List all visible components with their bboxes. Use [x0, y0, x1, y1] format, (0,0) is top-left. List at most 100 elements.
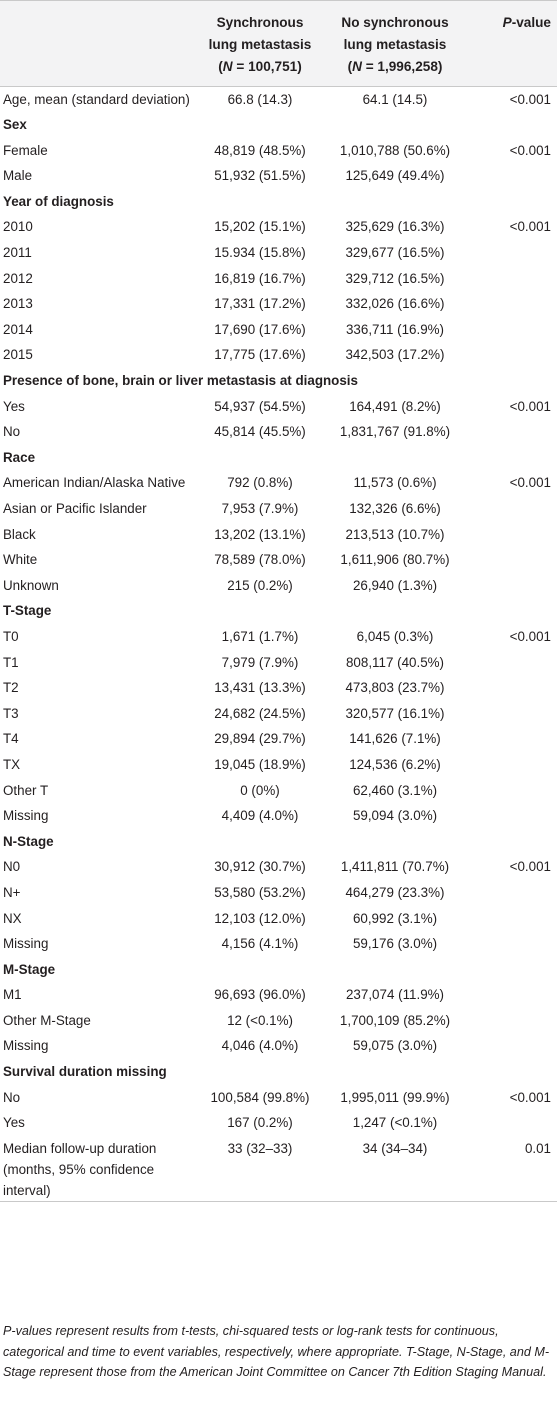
section-heading: Year of diagnosis	[3, 193, 114, 209]
cell-p-value	[466, 752, 557, 778]
row-label: 2012	[3, 270, 33, 286]
row-label: N0	[3, 859, 21, 875]
table-row: Missing 4,156 (4.1%) 59,176 (3.0%)	[0, 931, 557, 957]
cell-synchronous: 17,331 (17.2%)	[214, 296, 306, 312]
cell-no-synchronous: 124,536 (6.2%)	[349, 756, 441, 772]
cell-p-value	[466, 931, 557, 957]
row-label: Asian or Pacific Islander	[3, 501, 147, 516]
cell-p-value	[466, 675, 557, 701]
cell-no-synchronous: 1,247 (<0.1%)	[352, 1115, 438, 1131]
cell-synchronous: 4,409 (4.0%)	[221, 808, 299, 824]
table-row: N0 30,912 (30.7%) 1,411,811 (70.7%) <0.001	[0, 854, 557, 880]
table-row: Other T 0 (0%) 62,460 (3.1%)	[0, 778, 557, 804]
cell-no-synchronous: 808,117 (40.5%)	[345, 654, 445, 670]
cell-synchronous: 78,589 (78.0%)	[214, 552, 306, 568]
table-row: 2012 16,819 (16.7%) 329,712 (16.5%)	[0, 266, 557, 292]
section-heading: M-Stage	[3, 961, 56, 977]
header-synchronous-line2: lung metastasis	[208, 37, 312, 52]
table-footnote: P-values represent results from t-tests,…	[3, 1321, 555, 1383]
row-label: Missing	[3, 1038, 49, 1054]
cell-synchronous: 7,953 (7.9%)	[221, 501, 299, 516]
cell-no-synchronous: 320,577 (16.1%)	[345, 705, 445, 721]
header-no-synchronous-line1: No synchronous	[341, 15, 449, 30]
cell-synchronous: 215 (0.2%)	[227, 577, 293, 593]
table-row: Yes 167 (0.2%) 1,247 (<0.1%)	[0, 1110, 557, 1136]
cell-no-synchronous: 1,700,109 (85.2%)	[339, 1012, 451, 1028]
table-row: No 100,584 (99.8%) 1,995,011 (99.9%) <0.001	[0, 1085, 557, 1111]
table-body: Age, mean (standard deviation) 66.8 (14.3…	[0, 87, 557, 1202]
cell-synchronous: 100,584 (99.8%)	[210, 1089, 310, 1105]
cell-synchronous: 0 (0%)	[240, 782, 280, 798]
table-row: Female 48,819 (48.5%) 1,010,788 (50.6%) <0.…	[0, 138, 557, 164]
cell-synchronous: 51,932 (51.5%)	[214, 168, 306, 184]
section-row: M-Stage	[0, 957, 557, 983]
table-row: Male 51,932 (51.5%) 125,649 (49.4%)	[0, 163, 557, 189]
cell-p-value	[466, 496, 557, 522]
table-row: Age, mean (standard deviation) 66.8 (14.3…	[0, 87, 557, 113]
cell-synchronous: 54,937 (54.5%)	[214, 398, 306, 414]
cell-synchronous: 53,580 (53.2%)	[214, 884, 306, 900]
cell-synchronous: 792 (0.8%)	[227, 475, 293, 491]
row-label: 2010	[3, 219, 33, 235]
table-row: M1 96,693 (96.0%) 237,074 (11.9%)	[0, 982, 557, 1008]
table-row: Unknown 215 (0.2%) 26,940 (1.3%)	[0, 573, 557, 599]
row-label: N+	[3, 884, 21, 900]
cell-synchronous: 13,202 (13.1%)	[214, 526, 306, 542]
row-label: Missing	[3, 808, 49, 824]
section-row: Survival duration missing	[0, 1059, 557, 1085]
section-row: T-Stage	[0, 598, 557, 624]
row-label: No	[3, 1089, 21, 1105]
cell-synchronous: 16,819 (16.7%)	[214, 270, 306, 286]
cell-synchronous: 17,690 (17.6%)	[214, 321, 306, 337]
cell-no-synchronous: 213,513 (10.7%)	[345, 526, 445, 542]
cell-synchronous: 167 (0.2%)	[227, 1115, 293, 1131]
cell-p-value	[466, 906, 557, 932]
cell-synchronous: 45,814 (45.5%)	[214, 424, 306, 440]
table-row: 2014 17,690 (17.6%) 336,711 (16.9%)	[0, 317, 557, 343]
table-row: Other M-Stage 12 (<0.1%) 1,700,109 (85.2%)	[0, 1008, 557, 1034]
row-label: Yes	[3, 1115, 25, 1131]
header-synchronous-n-open: (	[218, 59, 223, 74]
cell-synchronous: 1,671 (1.7%)	[221, 628, 299, 644]
cell-p-value	[466, 778, 557, 804]
header-p-letter: P	[502, 15, 512, 30]
cell-p-value: 0.01	[524, 1140, 551, 1156]
cell-no-synchronous: 141,626 (7.1%)	[349, 731, 441, 747]
row-label: Male	[3, 168, 33, 184]
row-label: 2011	[3, 245, 32, 261]
row-label: Other T	[3, 782, 49, 798]
row-label: Black	[3, 526, 36, 542]
row-label: 2014	[3, 321, 33, 337]
cell-p-value	[466, 982, 557, 1008]
cell-synchronous: 4,046 (4.0%)	[221, 1038, 299, 1054]
table-row: No 45,814 (45.5%) 1,831,767 (91.8%)	[0, 419, 557, 445]
header-p-value: P-value	[466, 1, 557, 87]
row-label: NX	[3, 910, 22, 926]
cell-p-value	[466, 1110, 557, 1136]
footnote-p-letter: P	[3, 1324, 12, 1338]
row-label: 2013	[3, 296, 33, 312]
header-no-synchronous: No synchronous lung metastasis (N = 1,99…	[324, 1, 466, 87]
cell-no-synchronous: 11,573 (0.6%)	[353, 475, 437, 491]
row-label: T4	[3, 731, 19, 747]
row-label: T1	[3, 654, 19, 670]
cell-no-synchronous: 6,045 (0.3%)	[356, 628, 434, 644]
cell-synchronous: 15.934 (15.8%)	[214, 245, 306, 261]
cell-synchronous: 33 (32–33)	[227, 1140, 293, 1156]
cell-p-value	[466, 573, 557, 599]
cell-synchronous: 66.8 (14.3)	[227, 92, 293, 107]
cell-p-value: <0.001	[509, 628, 551, 644]
section-heading: Race	[3, 449, 36, 465]
cell-no-synchronous: 1,611,906 (80.7%)	[340, 552, 450, 568]
cell-p-value: <0.001	[509, 1089, 551, 1105]
cell-synchronous: 48,819 (48.5%)	[214, 142, 306, 158]
table-row: Yes 54,937 (54.5%) 164,491 (8.2%) <0.001	[0, 394, 557, 420]
header-synchronous: Synchronous lung metastasis (N = 100,751…	[196, 1, 324, 87]
cell-no-synchronous: 59,094 (3.0%)	[352, 808, 438, 824]
cell-synchronous: 4,156 (4.1%)	[221, 936, 299, 952]
cell-no-synchronous: 342,503 (17.2%)	[345, 347, 445, 363]
table-row: American Indian/Alaska Native 792 (0.8%) 1…	[0, 470, 557, 496]
row-label: Unknown	[3, 577, 59, 593]
cell-p-value: <0.001	[509, 859, 551, 875]
